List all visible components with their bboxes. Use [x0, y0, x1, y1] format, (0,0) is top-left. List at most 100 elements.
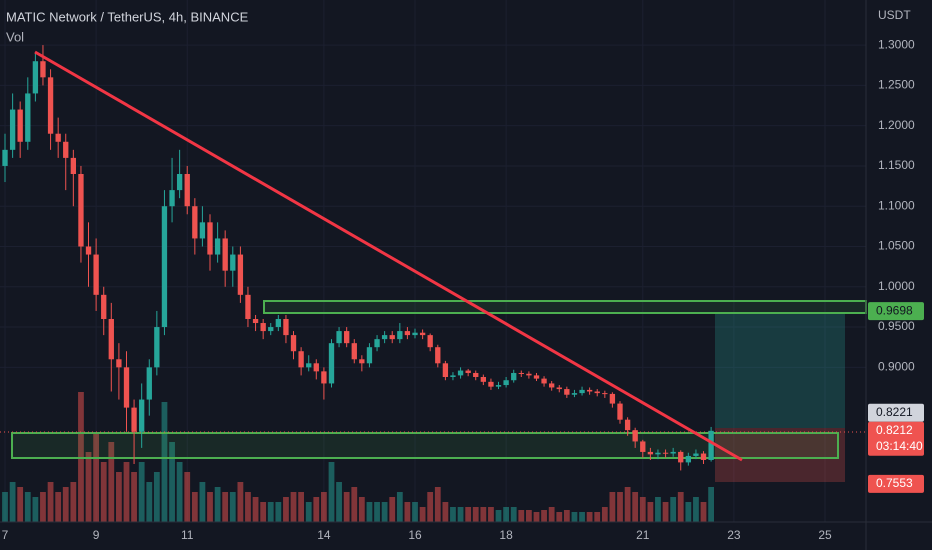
candle-body [586, 389, 593, 392]
candle-body [579, 389, 585, 394]
y-tick-label: 1.0000 [878, 279, 915, 293]
volume-bar [260, 502, 267, 522]
candle-body [268, 327, 274, 332]
candle-body [624, 419, 631, 431]
candle-body [214, 238, 221, 255]
candle-body [108, 319, 114, 360]
volume-bar [229, 492, 236, 522]
volume-bar [290, 492, 297, 522]
candle-body [518, 372, 524, 374]
price-tag [868, 302, 924, 321]
volume-bar [321, 492, 327, 522]
x-tick-label: 7 [2, 528, 9, 542]
volume-bar [24, 492, 31, 522]
candle-body [640, 441, 646, 452]
volume-bar [169, 442, 175, 522]
y-tick-label: 1.2500 [878, 78, 915, 92]
volume-bar [275, 502, 282, 522]
candle-body [609, 393, 616, 404]
candle-body [230, 254, 236, 271]
volume-bar [655, 497, 661, 522]
volume-bar [153, 472, 160, 522]
candle-body [397, 331, 403, 340]
candle-body [344, 331, 350, 344]
candle-body [556, 387, 562, 390]
candle-body [306, 363, 312, 368]
candle-body [275, 319, 282, 328]
volume-bar [283, 497, 289, 522]
volume-bar [199, 482, 206, 522]
candle-body [533, 375, 540, 379]
volume-bar [146, 482, 153, 522]
candle-body [321, 371, 327, 384]
y-tick-label: 1.3000 [878, 37, 915, 51]
volume-bar [404, 502, 411, 522]
x-tick-label: 23 [727, 528, 741, 542]
volume-bar [450, 507, 456, 522]
volume-bar [670, 497, 677, 522]
candle-body [450, 375, 456, 377]
candle-body [678, 451, 684, 463]
volume-bar [685, 502, 692, 522]
y-tick-label: 1.1000 [878, 198, 915, 212]
volume-label: Vol [6, 29, 24, 44]
price-tag [868, 421, 924, 456]
volume-bar [708, 487, 715, 522]
candle-body [602, 393, 608, 395]
volume-bar [488, 507, 494, 522]
candle-body [617, 403, 623, 420]
x-tick-label: 9 [93, 528, 100, 542]
volume-bar [412, 502, 418, 522]
volume-bar [184, 472, 191, 522]
volume-bar [594, 512, 601, 522]
volume-bar [161, 402, 168, 522]
candle-body [70, 157, 77, 174]
volume-bar [586, 512, 593, 522]
candle-body [131, 407, 137, 432]
volume-bar [336, 482, 342, 522]
candle-body [693, 453, 699, 456]
y-axis-label: USDT [878, 8, 911, 22]
candle-body [245, 294, 251, 319]
volume-bar [510, 507, 517, 522]
candle-body [40, 61, 46, 78]
volume-bar [480, 507, 487, 522]
volume-bar [495, 510, 502, 522]
candle-body [32, 61, 39, 94]
candle-body [381, 335, 388, 340]
position-profit-zone [715, 313, 845, 428]
volume-bar [700, 502, 707, 522]
candle-body [549, 383, 555, 388]
volume-bar [465, 507, 472, 522]
candle-body [511, 372, 517, 381]
volume-bar [85, 452, 92, 522]
candle-body [427, 335, 433, 348]
candle-body [404, 331, 411, 336]
candle-body [571, 393, 578, 395]
candle-body [161, 206, 168, 328]
candle-body [146, 367, 152, 400]
volume-bar [245, 492, 251, 522]
volume-bar [222, 492, 229, 522]
candle-body [222, 238, 228, 271]
volume-bar [647, 502, 654, 522]
volume-bar [138, 462, 145, 522]
candle-body [199, 222, 206, 239]
axes: 1.3000 1.2500 1.2000 1.1500 1.1000 1.0500 1.00… [2, 37, 924, 542]
volume-bar [632, 492, 639, 522]
price-tag [868, 474, 924, 493]
volume-bar [579, 512, 585, 522]
candle-body [685, 455, 691, 463]
volume-bar [70, 482, 77, 522]
volume-bar [17, 487, 24, 522]
volume-bar [237, 482, 244, 522]
candle-body [594, 391, 600, 394]
candle-body [25, 93, 31, 142]
volume-bar [40, 492, 46, 522]
candle-body [374, 339, 380, 348]
candle-body [154, 327, 160, 368]
y-tick-label: 1.0500 [878, 239, 915, 253]
volume-bar [176, 462, 183, 522]
candle-body [488, 381, 494, 387]
volume-bar [328, 462, 335, 522]
